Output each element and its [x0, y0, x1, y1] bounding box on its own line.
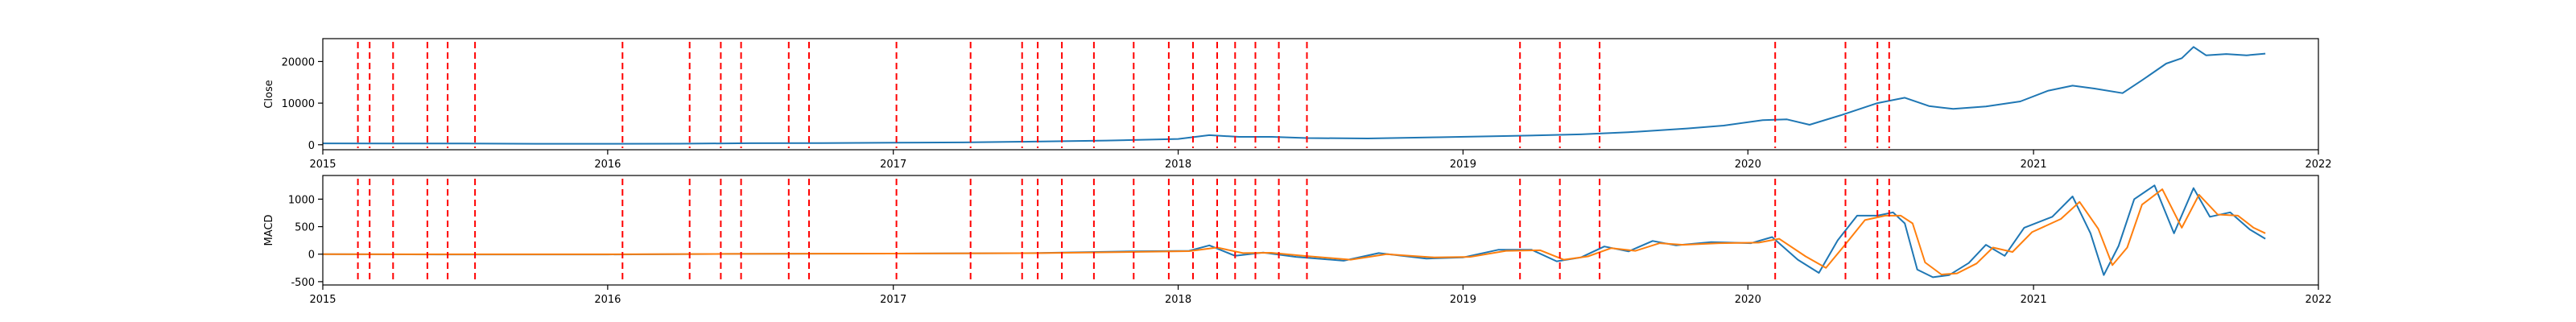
- y-tick-label: 1000: [288, 194, 315, 206]
- x-tick-label: 2022: [2305, 294, 2331, 306]
- x-tick-label: 2019: [1450, 294, 1476, 306]
- close-price-chart: 2015 2016 2017 2018 2019 2020 2021 2022 0 10000 20…: [263, 38, 2332, 171]
- x-tick-label: 2019: [1450, 159, 1476, 171]
- y-tick-label: 500: [295, 222, 315, 234]
- x-tick-label: 2015: [309, 294, 336, 306]
- x-tick-label: 2018: [1165, 294, 1191, 306]
- series-line-1: [323, 46, 2266, 145]
- y-tick-label: 20000: [282, 56, 315, 68]
- series-line-2: [323, 188, 2266, 275]
- plot-frame: [322, 175, 2319, 286]
- y-axis-label: MACD: [263, 215, 275, 246]
- x-tick-label: 2016: [594, 159, 621, 171]
- x-tick-label: 2021: [2021, 159, 2047, 171]
- macd-chart: 2015 2016 2017 2018 2019 2020 2021 2022 -500 0 500…: [263, 175, 2332, 306]
- y-tick-label: 0: [308, 140, 315, 152]
- x-tick-label: 2015: [309, 159, 336, 171]
- x-tick-label: 2022: [2305, 159, 2331, 171]
- y-axis-label: Close: [263, 80, 275, 108]
- x-tick-label: 2016: [594, 294, 621, 306]
- x-tick-label: 2017: [880, 159, 906, 171]
- x-tick-label: 2018: [1165, 159, 1191, 171]
- y-tick-label: 10000: [282, 98, 315, 110]
- y-tick-label: -500: [291, 277, 315, 289]
- plot-frame: [322, 38, 2319, 151]
- x-tick-label: 2020: [1735, 294, 1761, 306]
- x-tick-label: 2021: [2021, 294, 2047, 306]
- y-tick-label: 0: [308, 250, 315, 262]
- x-tick-label: 2017: [880, 294, 906, 306]
- series-line-1: [323, 184, 2266, 279]
- x-tick-label: 2020: [1735, 159, 1761, 171]
